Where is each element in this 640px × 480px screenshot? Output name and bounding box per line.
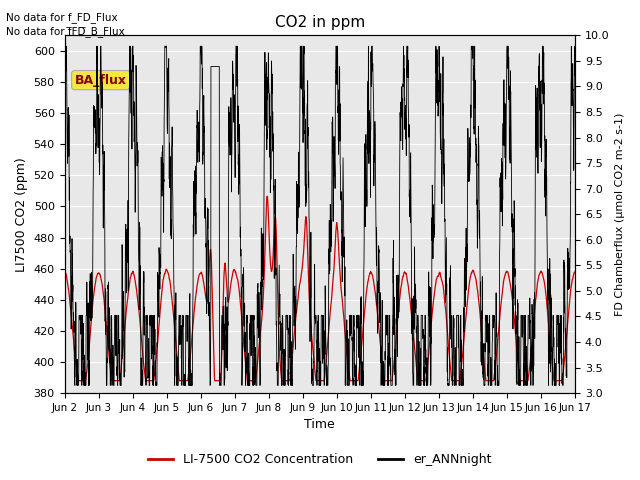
Legend: LI-7500 CO2 Concentration, er_ANNnight: LI-7500 CO2 Concentration, er_ANNnight [143,448,497,471]
Y-axis label: FD Chamberflux (μmol CO2 m-2 s-1): FD Chamberflux (μmol CO2 m-2 s-1) [615,112,625,316]
Text: No data for f̅FD̅_B_Flux: No data for f̅FD̅_B_Flux [6,26,125,37]
Title: CO2 in ppm: CO2 in ppm [275,15,365,30]
Text: No data for f_FD_Flux: No data for f_FD_Flux [6,12,118,23]
Y-axis label: LI7500 CO2 (ppm): LI7500 CO2 (ppm) [15,157,28,272]
Text: BA_flux: BA_flux [75,73,127,86]
X-axis label: Time: Time [305,419,335,432]
